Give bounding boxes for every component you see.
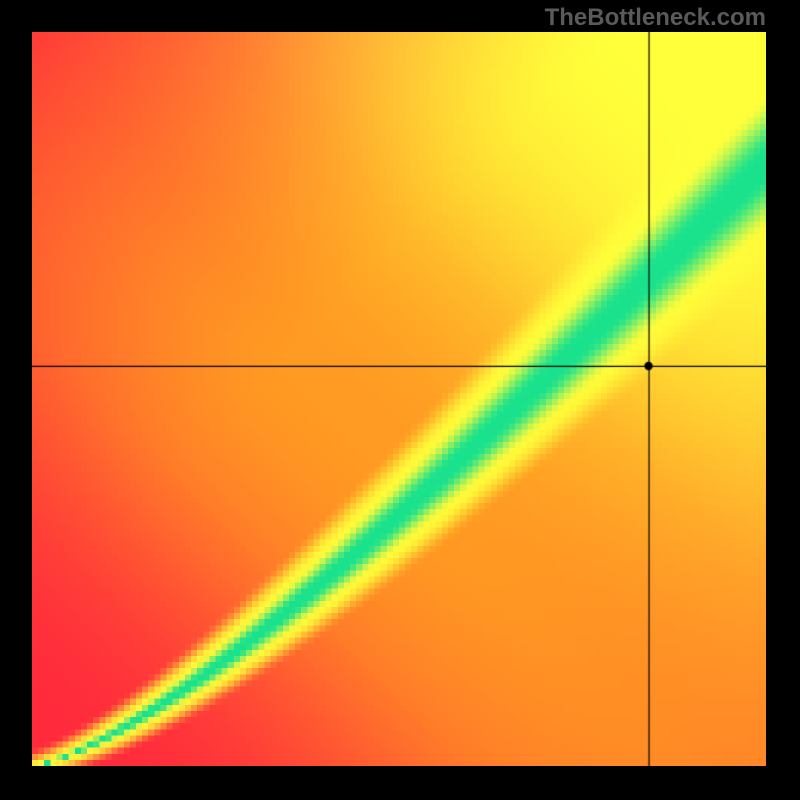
watermark-text: TheBottleneck.com: [545, 4, 766, 32]
crosshair-overlay: [32, 32, 766, 766]
